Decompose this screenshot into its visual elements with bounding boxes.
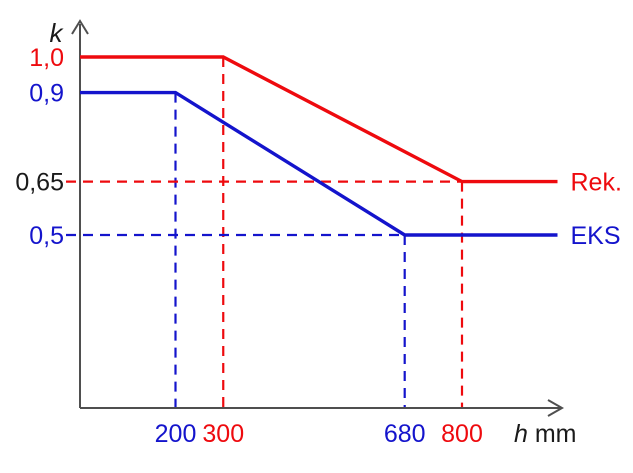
y-axis-title: k bbox=[50, 18, 65, 48]
x-axis-arrow-icon bbox=[547, 399, 565, 417]
x-tick-label-300: 300 bbox=[202, 420, 244, 448]
y-tick-label-0_65: 0,65 bbox=[15, 169, 64, 197]
series-line-eks bbox=[80, 90, 558, 237]
y-tick-label-0_5: 0,5 bbox=[29, 222, 64, 250]
y-tick-label-0_9: 0,9 bbox=[29, 80, 64, 108]
x-tick-label-200: 200 bbox=[155, 420, 197, 448]
series-label-rek: Rek. bbox=[571, 169, 622, 197]
x-axis-title: h mm bbox=[514, 420, 577, 448]
y-tick-label-1: 1,0 bbox=[29, 44, 64, 72]
y-axis-arrow-icon bbox=[71, 19, 89, 35]
series-line-rek bbox=[80, 55, 558, 184]
series-label-eks: EKS bbox=[571, 222, 621, 250]
x-tick-label-680: 680 bbox=[384, 420, 426, 448]
x-tick-label-800: 800 bbox=[441, 420, 483, 448]
